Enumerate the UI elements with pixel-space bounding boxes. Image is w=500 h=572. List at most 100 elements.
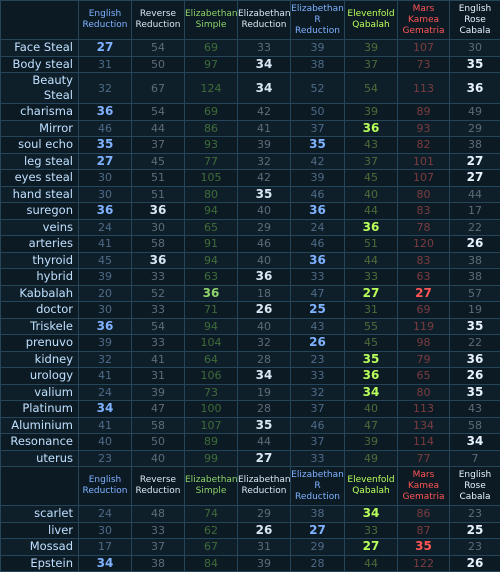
value-cell[interactable]: 79 bbox=[398, 351, 450, 368]
value-cell[interactable]: 23 bbox=[450, 539, 500, 556]
column-header[interactable]: Mars Kamea Gematria bbox=[398, 467, 450, 506]
value-cell[interactable]: 17 bbox=[450, 203, 500, 220]
value-cell[interactable]: 32 bbox=[238, 153, 291, 170]
value-cell[interactable]: 86 bbox=[398, 506, 450, 523]
value-cell[interactable]: 98 bbox=[398, 335, 450, 352]
value-cell[interactable]: 83 bbox=[398, 203, 450, 220]
value-cell[interactable]: 45 bbox=[345, 335, 398, 352]
value-cell[interactable]: 17 bbox=[79, 539, 132, 556]
value-cell[interactable]: 31 bbox=[238, 539, 291, 556]
value-cell[interactable]: 34 bbox=[450, 434, 500, 451]
value-cell[interactable]: 39 bbox=[79, 335, 132, 352]
row-word[interactable]: Mossad bbox=[1, 539, 79, 556]
value-cell[interactable]: 44 bbox=[345, 252, 398, 269]
value-cell[interactable]: 49 bbox=[345, 450, 398, 467]
value-cell[interactable]: 94 bbox=[185, 318, 238, 335]
value-cell[interactable]: 40 bbox=[345, 186, 398, 203]
value-cell[interactable]: 36 bbox=[132, 203, 185, 220]
value-cell[interactable]: 51 bbox=[132, 186, 185, 203]
value-cell[interactable]: 101 bbox=[398, 153, 450, 170]
value-cell[interactable]: 26 bbox=[450, 555, 500, 572]
value-cell[interactable]: 69 bbox=[398, 302, 450, 319]
value-cell[interactable]: 34 bbox=[345, 506, 398, 523]
value-cell[interactable]: 62 bbox=[185, 522, 238, 539]
row-word[interactable]: leg steal bbox=[1, 153, 79, 170]
row-word[interactable]: scarlet bbox=[1, 506, 79, 523]
value-cell[interactable]: 105 bbox=[185, 170, 238, 187]
value-cell[interactable]: 35 bbox=[450, 56, 500, 73]
value-cell[interactable]: 107 bbox=[398, 40, 450, 57]
value-cell[interactable]: 35 bbox=[238, 186, 291, 203]
value-cell[interactable]: 40 bbox=[345, 401, 398, 418]
value-cell[interactable]: 28 bbox=[238, 351, 291, 368]
column-header[interactable]: English Reduction bbox=[79, 1, 132, 40]
value-cell[interactable]: 41 bbox=[132, 351, 185, 368]
value-cell[interactable]: 48 bbox=[132, 506, 185, 523]
value-cell[interactable]: 39 bbox=[345, 434, 398, 451]
column-header[interactable]: Elizabethan Simple bbox=[185, 467, 238, 506]
value-cell[interactable]: 54 bbox=[345, 73, 398, 104]
value-cell[interactable]: 42 bbox=[238, 170, 291, 187]
value-cell[interactable]: 23 bbox=[291, 351, 345, 368]
value-cell[interactable]: 24 bbox=[79, 219, 132, 236]
row-word[interactable]: hybrid bbox=[1, 269, 79, 286]
value-cell[interactable]: 99 bbox=[185, 450, 238, 467]
value-cell[interactable]: 65 bbox=[398, 368, 450, 385]
value-cell[interactable]: 38 bbox=[450, 269, 500, 286]
value-cell[interactable]: 27 bbox=[345, 539, 398, 556]
value-cell[interactable]: 37 bbox=[345, 56, 398, 73]
value-cell[interactable]: 107 bbox=[185, 417, 238, 434]
value-cell[interactable]: 67 bbox=[185, 539, 238, 556]
column-header[interactable]: Reverse Reduction bbox=[132, 1, 185, 40]
value-cell[interactable]: 33 bbox=[238, 40, 291, 57]
value-cell[interactable]: 35 bbox=[398, 539, 450, 556]
value-cell[interactable]: 22 bbox=[450, 219, 500, 236]
value-cell[interactable]: 69 bbox=[185, 104, 238, 121]
value-cell[interactable]: 51 bbox=[345, 236, 398, 253]
value-cell[interactable]: 50 bbox=[132, 56, 185, 73]
value-cell[interactable]: 32 bbox=[291, 384, 345, 401]
value-cell[interactable]: 52 bbox=[291, 73, 345, 104]
column-header[interactable]: Elizabethan R Reduction bbox=[291, 467, 345, 506]
value-cell[interactable]: 54 bbox=[132, 318, 185, 335]
value-cell[interactable]: 107 bbox=[398, 170, 450, 187]
value-cell[interactable]: 36 bbox=[450, 351, 500, 368]
row-word[interactable]: liver bbox=[1, 522, 79, 539]
value-cell[interactable]: 26 bbox=[238, 522, 291, 539]
value-cell[interactable]: 122 bbox=[398, 555, 450, 572]
value-cell[interactable]: 35 bbox=[79, 137, 132, 154]
value-cell[interactable]: 31 bbox=[132, 368, 185, 385]
value-cell[interactable]: 83 bbox=[398, 252, 450, 269]
value-cell[interactable]: 27 bbox=[450, 153, 500, 170]
value-cell[interactable]: 43 bbox=[345, 137, 398, 154]
value-cell[interactable]: 38 bbox=[291, 56, 345, 73]
value-cell[interactable]: 45 bbox=[79, 252, 132, 269]
value-cell[interactable]: 19 bbox=[238, 384, 291, 401]
value-cell[interactable]: 32 bbox=[79, 73, 132, 104]
value-cell[interactable]: 22 bbox=[450, 335, 500, 352]
value-cell[interactable]: 43 bbox=[291, 318, 345, 335]
value-cell[interactable]: 31 bbox=[345, 302, 398, 319]
value-cell[interactable]: 37 bbox=[345, 153, 398, 170]
value-cell[interactable]: 82 bbox=[398, 137, 450, 154]
value-cell[interactable]: 34 bbox=[238, 368, 291, 385]
value-cell[interactable]: 37 bbox=[291, 120, 345, 137]
value-cell[interactable]: 27 bbox=[291, 522, 345, 539]
value-cell[interactable]: 73 bbox=[185, 384, 238, 401]
value-cell[interactable]: 93 bbox=[185, 137, 238, 154]
value-cell[interactable]: 77 bbox=[185, 153, 238, 170]
value-cell[interactable]: 55 bbox=[345, 318, 398, 335]
value-cell[interactable]: 36 bbox=[185, 285, 238, 302]
value-cell[interactable]: 41 bbox=[79, 368, 132, 385]
